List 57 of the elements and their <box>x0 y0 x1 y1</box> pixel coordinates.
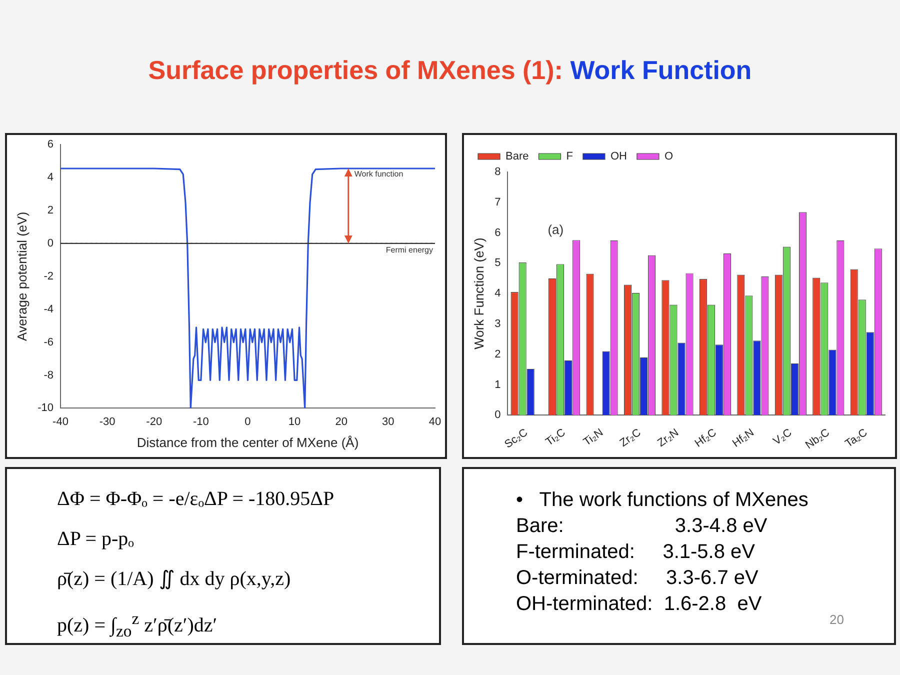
legend-label: Bare <box>506 150 529 163</box>
legend-label: O <box>664 150 674 163</box>
y-tick-label: 4 <box>47 172 54 184</box>
y-tick-label: 3 <box>494 318 501 330</box>
annotation: (a) <box>548 222 564 238</box>
x-tick-label: -40 <box>52 416 68 428</box>
y-tick-label: 8 <box>494 166 501 178</box>
text: Work Function <box>570 55 752 85</box>
x-tick-label: Zr₂N <box>656 426 681 450</box>
x-tick-label: 0 <box>244 416 251 428</box>
y-tick-label: 6 <box>47 138 54 151</box>
x-tick-label: Ti₂N <box>581 426 606 448</box>
y-tick-label: -8 <box>44 369 54 382</box>
text: ρ̄(z) = (1/A) ∬ dx dy ρ(x,y,z) <box>57 567 292 592</box>
y-tick-label: 2 <box>47 204 54 217</box>
y-tick-label: 4 <box>494 288 501 300</box>
x-tick-label: -10 <box>192 416 209 428</box>
y-tick-label: -6 <box>44 336 54 348</box>
x-tick-label: Hf₂N <box>730 426 756 450</box>
x-tick-label: Hf₂C <box>692 426 719 450</box>
y-tick-label: -4 <box>44 303 54 316</box>
y-tick-label: 5 <box>494 257 501 270</box>
text: Surface properties of MXenes (1): <box>148 55 564 85</box>
text: 20 <box>830 611 844 629</box>
y-tick-label: 6 <box>494 226 501 239</box>
text: Bare: 3.3-4.8 eV <box>516 514 768 539</box>
y-tick-label: -10 <box>38 402 54 414</box>
text: O-terminated: 3.3-6.7 eV <box>516 566 760 591</box>
x-tick-label: Zr₂C <box>618 426 644 450</box>
text: ΔP = p-pₒ <box>57 527 135 552</box>
y-axis-title: Work Function (eV) <box>471 238 486 350</box>
annotation: Work function <box>354 170 404 179</box>
x-tick-label: Ta₂C <box>843 426 870 450</box>
x-tick-label: -20 <box>146 416 162 428</box>
y-tick-label: 1 <box>494 378 501 391</box>
x-tick-label: Sc₂C <box>502 426 530 451</box>
x-axis-title: Distance from the center of MXene (Å) <box>136 434 359 450</box>
y-tick-label: 7 <box>494 196 501 208</box>
text: ΔΦ = Φ-Φₒ = -e/εₒΔP = -180.95ΔP <box>57 487 336 512</box>
x-tick-label: 30 <box>382 416 394 428</box>
y-axis-title: Average potential (eV) <box>14 212 30 341</box>
legend-label: F <box>566 150 574 163</box>
x-tick-label: V₂C <box>771 426 794 448</box>
x-tick-label: Ti₂C <box>544 426 568 448</box>
y-tick-label: 2 <box>494 348 501 360</box>
x-tick-label: 40 <box>428 416 442 428</box>
x-tick-label: -30 <box>99 416 116 428</box>
x-tick-label: 20 <box>335 416 348 428</box>
legend-label: OH <box>610 150 628 163</box>
y-tick-label: -2 <box>44 270 54 282</box>
y-tick-label: 0 <box>47 237 54 250</box>
text: p(z) = ∫$_{zo}$$^{z}$ z′ρ̄(z′)dz′ <box>57 608 218 643</box>
text: • The work functions of MXenes <box>516 488 810 513</box>
text: F-terminated: 3.1-5.8 eV <box>516 540 756 565</box>
ref-line-label: Fermi energy <box>386 246 433 255</box>
x-tick-label: 10 <box>288 416 301 428</box>
text: OH-terminated: 1.6-2.8 eV <box>516 593 762 615</box>
